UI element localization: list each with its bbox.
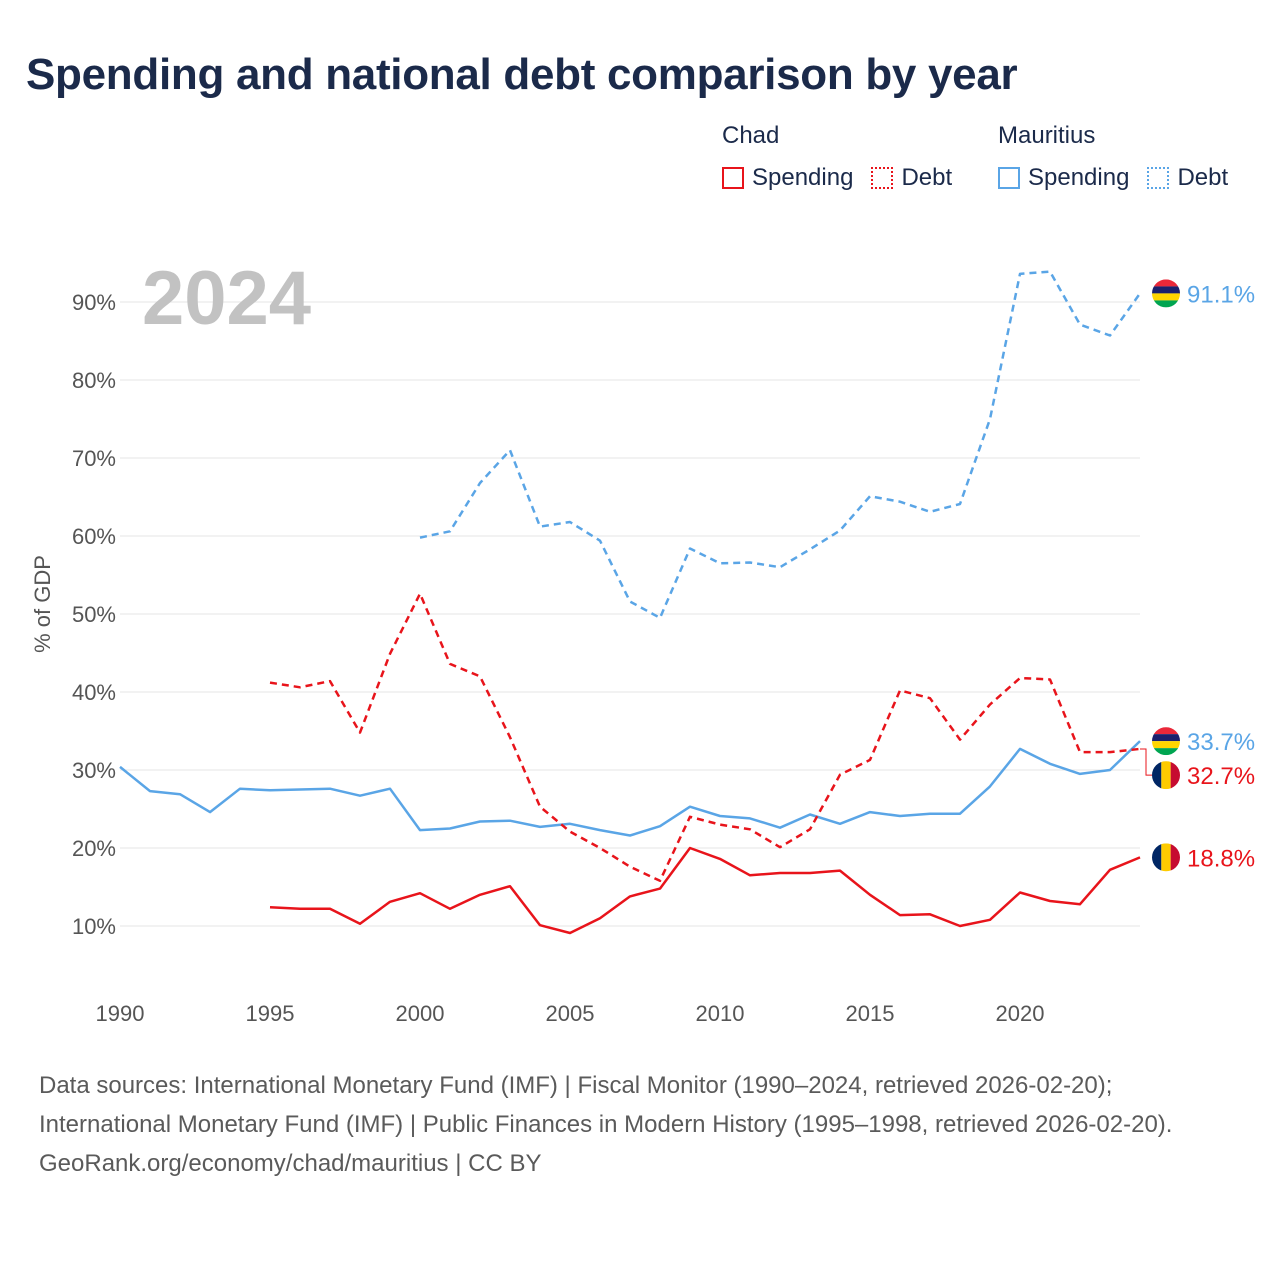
y-tick-label-40: 40% — [72, 680, 116, 705]
end-label-mauritius-debt: 91.1% — [1187, 281, 1255, 308]
y-tick-label-50: 50% — [72, 602, 116, 627]
legend-mauritius-debt-label: Debt — [1177, 164, 1229, 191]
legend-chad-debt-swatch — [871, 167, 894, 189]
end-label-chad-debt: 32.7% — [1187, 763, 1255, 790]
legend-chad-title: Chad — [722, 122, 780, 149]
x-tick-label-2010: 2010 — [696, 1001, 745, 1026]
legend-chad-spending-swatch — [722, 167, 744, 189]
footer: Data sources: International Monetary Fun… — [39, 1066, 1239, 1183]
series-line-mauritius-debt — [419, 270, 1142, 620]
x-tick-label-1995: 1995 — [246, 1001, 295, 1026]
legend-chad-spending-label: Spending — [752, 164, 854, 191]
y-tick-label-30: 30% — [72, 758, 116, 783]
credit-link[interactable]: GeoRank.org/economy/chad/mauritius | CC … — [39, 1150, 542, 1177]
y-tick-label-70: 70% — [72, 446, 116, 471]
line-chart: 10% 20% 30% 40% 50% 60% 70% 80% 90% 1990 1995 2000 2… — [30, 256, 1255, 1026]
legend-chad-debt-label: Debt — [901, 164, 953, 191]
y-tick-label-90: 90% — [72, 290, 116, 315]
x-tick-label-2020: 2020 — [996, 1001, 1045, 1026]
page-title: Spending and national debt comparison by… — [26, 50, 1018, 99]
legend-mauritius-title: Mauritius — [998, 122, 1096, 149]
legend-mauritius-spending-label: Spending — [1028, 164, 1130, 191]
leader-line-chad-debt — [1140, 748, 1152, 776]
series-line-chad-spending — [269, 846, 1141, 935]
flag-mauritius-icon — [1152, 727, 1180, 756]
y-axis-label: % of GDP — [30, 555, 55, 653]
y-tick-label-10: 10% — [72, 914, 116, 939]
end-label-chad-spending: 18.8% — [1187, 845, 1255, 872]
legend-mauritius-debt-swatch — [1147, 167, 1170, 189]
legend-mauritius-debt[interactable]: Debt — [1147, 164, 1228, 192]
legend-chad-spending[interactable]: Spending — [722, 164, 853, 192]
flag-chad-icon — [1152, 761, 1180, 790]
legend-chad: Chad Spending Debt — [722, 122, 970, 192]
x-tick-label-1990: 1990 — [96, 1001, 145, 1026]
y-tick-label-80: 80% — [72, 368, 116, 393]
legend-mauritius-spending-swatch — [998, 167, 1020, 189]
x-tick-label-2015: 2015 — [846, 1001, 895, 1026]
series-line-chad-debt — [269, 592, 1141, 883]
y-tick-label-60: 60% — [72, 524, 116, 549]
end-label-mauritius-spending: 33.7% — [1187, 729, 1255, 756]
flag-chad-icon — [1152, 843, 1180, 872]
legend-chad-debt[interactable]: Debt — [871, 164, 952, 192]
legend-mauritius-spending[interactable]: Spending — [998, 164, 1129, 192]
year-overlay: 2024 — [142, 256, 311, 341]
x-tick-label-2005: 2005 — [546, 1001, 595, 1026]
data-sources: Data sources: International Monetary Fun… — [39, 1072, 1173, 1138]
series-line-mauritius-spending — [119, 740, 1141, 837]
y-tick-label-20: 20% — [72, 836, 116, 861]
flag-mauritius-icon — [1152, 279, 1180, 308]
legend-mauritius: Mauritius Spending Debt — [998, 122, 1246, 192]
x-tick-label-2000: 2000 — [396, 1001, 445, 1026]
